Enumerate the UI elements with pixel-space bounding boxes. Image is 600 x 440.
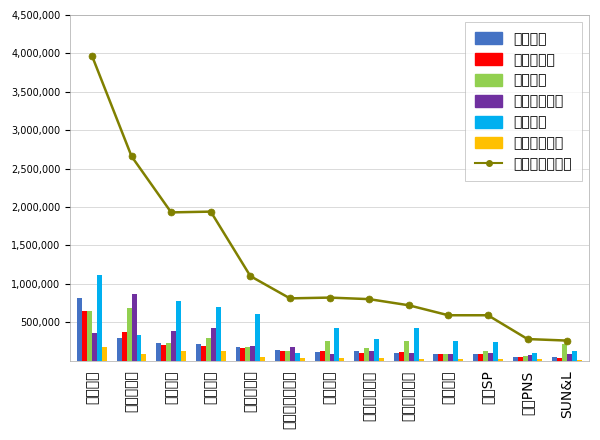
Bar <box>131 294 137 360</box>
Bar <box>295 353 300 360</box>
Bar <box>458 359 463 360</box>
브랜드평판지수 <box>207 209 214 214</box>
Bar <box>325 341 329 360</box>
Bar <box>527 355 532 360</box>
브랜드평판지수 <box>128 154 135 159</box>
Bar <box>552 357 557 360</box>
Bar <box>334 328 340 360</box>
Bar <box>473 354 478 360</box>
Bar <box>171 331 176 360</box>
Bar <box>433 354 439 360</box>
Bar <box>92 333 97 360</box>
Bar <box>488 353 493 360</box>
Line: 브랜드평판지수: 브랜드평판지수 <box>89 52 571 344</box>
Bar <box>483 351 488 360</box>
Bar <box>181 351 186 360</box>
Bar <box>315 352 320 360</box>
Bar <box>221 351 226 360</box>
브랜드평판지수 <box>563 338 571 343</box>
Bar <box>216 307 221 360</box>
Bar <box>557 358 562 360</box>
브랜드평판지수 <box>365 297 373 302</box>
Bar <box>290 347 295 360</box>
Bar <box>562 344 567 360</box>
Bar <box>320 351 325 360</box>
Bar <box>329 354 334 360</box>
Bar <box>82 311 87 360</box>
Bar <box>250 346 256 360</box>
Legend: 참여지수, 미디어지수, 소통지수, 커뮤니티지수, 시장지수, 사회공현지수, 브랜드평판지수: 참여지수, 미디어지수, 소통지수, 커뮤니티지수, 시장지수, 사회공현지수,… <box>465 22 582 181</box>
Bar <box>275 350 280 360</box>
Bar <box>196 344 201 360</box>
브랜드평판지수 <box>445 312 452 318</box>
Bar <box>567 354 572 360</box>
브랜드평판지수 <box>484 312 491 318</box>
Bar <box>122 332 127 360</box>
Bar <box>532 353 538 360</box>
Bar <box>518 357 523 360</box>
Bar <box>394 353 399 360</box>
Bar <box>161 345 166 360</box>
Bar <box>572 351 577 360</box>
Bar <box>538 359 542 360</box>
브랜드평판지수 <box>524 337 531 342</box>
Bar <box>166 343 171 360</box>
Bar <box>176 301 181 360</box>
Bar <box>448 354 453 360</box>
Bar <box>201 346 206 360</box>
Bar <box>413 328 419 360</box>
Bar <box>77 297 82 360</box>
Bar <box>117 338 122 360</box>
Bar <box>300 358 305 360</box>
Bar <box>340 358 344 360</box>
Bar <box>280 351 285 360</box>
Bar <box>245 347 250 360</box>
Bar <box>142 354 146 360</box>
Bar <box>364 348 369 360</box>
Bar <box>523 356 527 360</box>
브랜드평판지수 <box>167 210 175 215</box>
Bar <box>102 347 107 360</box>
Bar <box>443 354 448 360</box>
Bar <box>211 328 216 360</box>
Bar <box>404 341 409 360</box>
Bar <box>206 338 211 360</box>
Bar <box>354 351 359 360</box>
Bar <box>87 312 92 360</box>
브랜드평판지수 <box>88 53 95 59</box>
Bar <box>453 341 458 360</box>
Bar <box>379 358 384 360</box>
Bar <box>399 352 404 360</box>
Bar <box>409 353 413 360</box>
Bar <box>512 357 518 360</box>
브랜드평판지수 <box>405 303 412 308</box>
브랜드평판지수 <box>326 295 333 300</box>
Bar <box>369 351 374 360</box>
브랜드평판지수 <box>247 274 254 279</box>
Bar <box>157 343 161 360</box>
Bar <box>260 357 265 360</box>
Bar <box>236 348 241 360</box>
Bar <box>127 308 131 360</box>
Bar <box>256 315 260 360</box>
Bar <box>137 335 142 360</box>
Bar <box>493 342 498 360</box>
Bar <box>285 351 290 360</box>
Bar <box>439 354 443 360</box>
Bar <box>478 354 483 360</box>
브랜드평판지수 <box>286 296 293 301</box>
Bar <box>498 359 503 360</box>
Bar <box>241 348 245 360</box>
Bar <box>374 339 379 360</box>
Bar <box>97 275 102 360</box>
Bar <box>359 353 364 360</box>
Bar <box>419 359 424 360</box>
